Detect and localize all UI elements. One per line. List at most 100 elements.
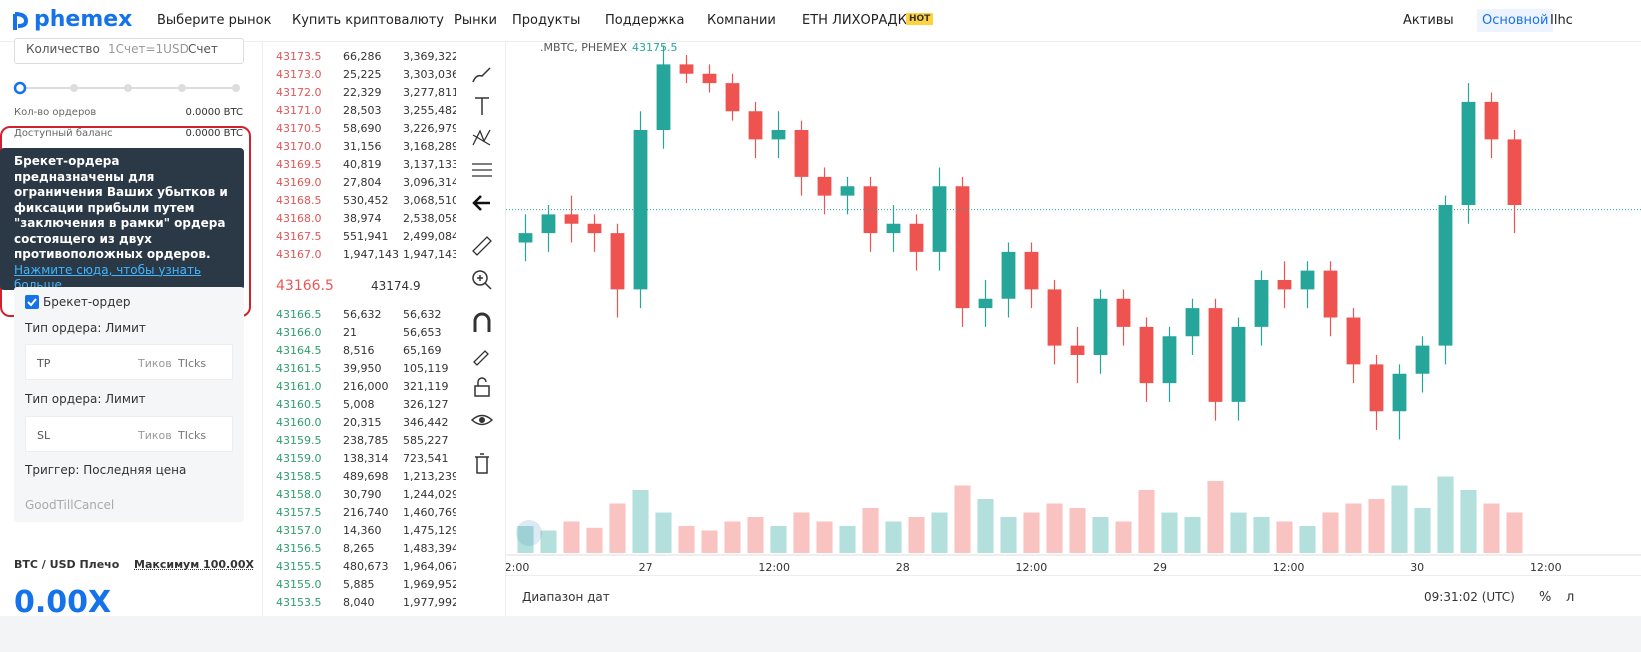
user[interactable]: Ilhc [1550, 13, 1573, 28]
order-book-row[interactable]: 43160.5 5,008 326,127 [263, 396, 456, 414]
nav-item[interactable]: ETH ЛИХОРАДКА [802, 13, 916, 28]
volume-bar [908, 517, 925, 553]
tool-back[interactable] [470, 192, 494, 214]
checkbox[interactable] [25, 295, 39, 309]
order-book-row[interactable]: 43168.5 530,452 3,068,510 [263, 192, 456, 210]
order-book-row[interactable]: 43167.0 1,947,143 1,947,143 [263, 246, 456, 264]
assets-menu[interactable]: Активы [1403, 13, 1454, 28]
nav-item[interactable]: Выберите рынок [157, 13, 272, 28]
tool-zoom[interactable] [470, 268, 494, 290]
sl-ticks-unit: TIcks [178, 429, 207, 442]
order-book-row[interactable]: 43173.5 66,286 3,369,322 [263, 48, 456, 66]
order-book-row[interactable]: 43153.5 8,040 1,977,992 [263, 594, 456, 612]
order-book-row[interactable]: 43167.5 551,941 2,499,084 [263, 228, 456, 246]
tool-lock-drawing[interactable] [470, 344, 494, 366]
order-book-row[interactable]: 43164.5 8,516 65,169 [263, 342, 456, 360]
volume-bar [1230, 512, 1247, 553]
tp-input[interactable] [25, 344, 233, 380]
tool-fib[interactable] [470, 159, 494, 181]
tool-lock[interactable] [470, 376, 494, 398]
order-book-row[interactable]: 43156.5 8,265 1,483,394 [263, 540, 456, 558]
order-book-row[interactable]: 43170.0 31,156 3,168,289 [263, 138, 456, 156]
size: 30,790 [343, 488, 382, 501]
order-book-row[interactable]: 43158.5 489,698 1,213,239 [263, 468, 456, 486]
volume-bar [1138, 490, 1155, 553]
tool-text[interactable] [470, 95, 494, 117]
orders-label: Кол-во ордеров [14, 107, 97, 118]
tool-delete[interactable] [470, 452, 494, 474]
order-book-row[interactable]: 43159.5 238,785 585,227 [263, 432, 456, 450]
slider[interactable] [12, 80, 244, 96]
tool-magnet[interactable] [470, 312, 494, 334]
volume-bar [1092, 517, 1109, 553]
order-book-row[interactable]: 43155.5 480,673 1,964,067 [263, 558, 456, 576]
volume-bar [1069, 508, 1086, 553]
order-book-row[interactable]: 43171.0 28,503 3,255,482 [263, 102, 456, 120]
order-book-row[interactable]: 43172.0 22,329 3,277,811 [263, 84, 456, 102]
order-book-row[interactable]: 43157.0 14,360 1,475,129 [263, 522, 456, 540]
bracket-label: Брекет-ордер [43, 295, 131, 309]
total: 1,964,067 [403, 560, 456, 573]
order-book-row[interactable]: 43157.5 216,740 1,460,769 [263, 504, 456, 522]
nav-item[interactable]: Компании [707, 13, 776, 28]
candle-body [1001, 251, 1016, 299]
price: 43167.5 [276, 230, 322, 243]
chart-last: 43175.5 [632, 42, 678, 54]
sl-input[interactable] [25, 416, 233, 452]
candle-body [909, 223, 924, 252]
logo[interactable]: phemex [34, 7, 133, 32]
total: 1,213,239 [403, 470, 456, 483]
order-book-row[interactable]: 43160.0 20,315 346,442 [263, 414, 456, 432]
sl-order-type[interactable]: Лимит [105, 392, 146, 406]
order-book-row[interactable]: 43166.5 56,632 56,632 [263, 306, 456, 324]
candle-body [1024, 251, 1039, 290]
order-book-row[interactable]: 43159.0 138,314 723,541 [263, 450, 456, 468]
size: 39,950 [343, 362, 382, 375]
volume-bar [770, 526, 787, 553]
size: 21 [343, 326, 357, 339]
order-book-row[interactable]: 43155.0 5,885 1,969,952 [263, 576, 456, 594]
tool-brush[interactable] [470, 64, 494, 86]
tool-ruler[interactable] [470, 234, 494, 256]
order-book-row[interactable]: 43166.0 21 56,653 [263, 324, 456, 342]
qty-input[interactable] [14, 38, 244, 64]
candle-body [1461, 101, 1476, 205]
price: 43170.0 [276, 140, 322, 153]
order-book-row[interactable]: 43161.5 39,950 105,119 [263, 360, 456, 378]
date-range[interactable]: Диапазон дат [522, 590, 610, 604]
tool-visibility[interactable] [470, 409, 494, 431]
order-book-row[interactable]: 43168.0 38,974 2,538,058 [263, 210, 456, 228]
percent-toggle[interactable]: % [1539, 590, 1552, 605]
total: 3,168,289 [403, 140, 456, 153]
volume-bar [816, 521, 833, 553]
volume-bar [540, 530, 557, 553]
order-book-row[interactable]: 43169.0 27,804 3,096,314 [263, 174, 456, 192]
total: 56,653 [403, 326, 442, 339]
nav-item[interactable]: Продукты [512, 13, 581, 28]
time-in-force[interactable]: GoodTillCancel [25, 498, 115, 512]
size: 1,947,143 [343, 248, 399, 261]
nav-item[interactable]: Рынки [454, 13, 497, 28]
order-book-row[interactable]: 43158.0 30,790 1,244,029 [263, 486, 456, 504]
leverage-value: 0.00X [14, 585, 112, 620]
account-mode[interactable]: Основной [1477, 9, 1554, 32]
candle-body [1231, 326, 1246, 402]
volume-bar [747, 517, 764, 553]
total: 3,303,036 [403, 68, 456, 81]
total: 321,119 [403, 380, 449, 393]
size: 38,974 [343, 212, 382, 225]
log-toggle[interactable]: л [1566, 590, 1575, 605]
nav-item[interactable]: Купить криптовалюту [292, 13, 444, 28]
order-book-row[interactable]: 43173.0 25,225 3,303,036 [263, 66, 456, 84]
tool-pattern[interactable] [470, 127, 494, 149]
x-tick-label: 12:00 [1530, 561, 1562, 574]
nav-item[interactable]: Поддержка [605, 13, 685, 28]
volume-bar [954, 485, 971, 553]
size: 40,819 [343, 158, 382, 171]
order-book-row[interactable]: 43161.0 216,000 321,119 [263, 378, 456, 396]
candle-body [1415, 345, 1430, 374]
order-book-row[interactable]: 43170.5 58,690 3,226,979 [263, 120, 456, 138]
leverage-max[interactable]: Максимум 100.00X [134, 558, 254, 571]
order-book-row[interactable]: 43169.5 40,819 3,137,133 [263, 156, 456, 174]
